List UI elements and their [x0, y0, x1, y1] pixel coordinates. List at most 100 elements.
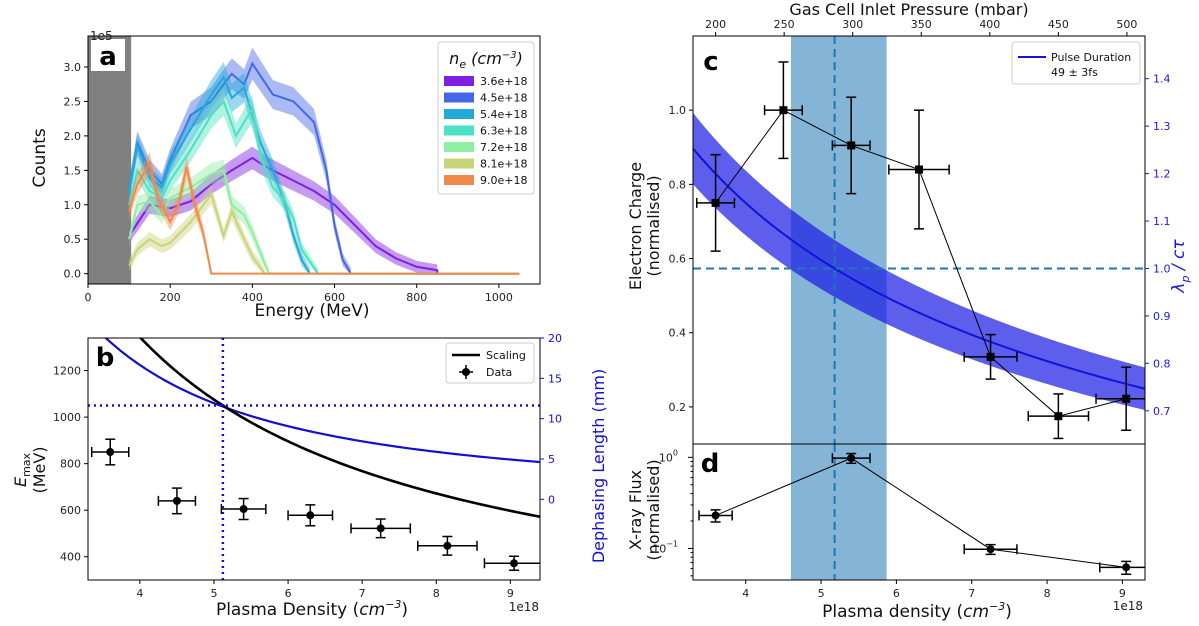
pulse-duration-band: [693, 112, 1145, 411]
legend-swatch-3.6e+18: [444, 76, 474, 86]
panel-c-top-label: Gas Cell Inlet Pressure (mbar): [789, 0, 1028, 19]
panel-d-plot: [698, 452, 1145, 576]
panel-b-ytick-label: 400: [60, 551, 81, 564]
panel-a-xtick-label: 200: [160, 291, 181, 304]
panel-c-y2tick-label: 1.2: [1153, 168, 1171, 181]
panel-a-xtick-label: 800: [406, 291, 427, 304]
series-line-7.2e+18: [128, 169, 520, 275]
series-line-8.1e+18: [128, 192, 520, 275]
panel-d-frame: [692, 443, 1146, 581]
legend-scaling-label: Scaling: [486, 349, 526, 362]
panel-c-top-tick-label: 500: [1116, 18, 1137, 31]
legend-data-label: Data: [486, 366, 512, 379]
panel-d-scale-label: 1e18: [1113, 599, 1143, 613]
panel-b-ytick-label: 600: [60, 504, 81, 517]
panel-c-top-tick-label: 200: [705, 18, 726, 31]
scaling-curve: [138, 338, 540, 519]
legend-label-9.0e+18: 9.0e+18: [480, 174, 527, 187]
panel-b-ylabel-e: E: [11, 476, 30, 487]
legend-label-3.6e+18: 3.6e+18: [480, 75, 527, 88]
panel-b-y2tick-label: 5: [548, 453, 555, 466]
panel-c: 200 250 300 350 400 450 500 0.2 0.4 0.6 0.8 1.0 0.7 0…: [669, 18, 1171, 445]
panel-a-badge: [91, 39, 125, 71]
legend-pulse-value: 49 ± 3fs: [1051, 66, 1098, 79]
panel-b-plot: [88, 338, 540, 580]
panel-d-xtick-label: 6: [893, 587, 900, 600]
panel-a-ytick-label: 2.0: [64, 130, 82, 143]
legend-swatch-5.4e+18: [444, 109, 474, 119]
legend-box: [1011, 41, 1141, 85]
panel-a-ytick-label: 2.5: [64, 95, 82, 108]
panel-c-y2tick-label: 1.3: [1153, 120, 1171, 133]
series-line-9.0e+18: [128, 160, 520, 275]
panel-a-frame: [87, 35, 541, 285]
xray-point: [986, 545, 995, 554]
charge-point: [1054, 412, 1063, 421]
panel-d-xtick-label: 9: [1119, 587, 1126, 600]
panel-a-scale-label: 1e5: [90, 29, 113, 43]
panel-d-xtick-label: 7: [968, 587, 975, 600]
charge-point: [847, 141, 856, 150]
panel-b-ytick-label: 1000: [53, 411, 81, 424]
panel-c-ytick-label: 0.6: [669, 253, 687, 266]
panel-a-xtick-label: 600: [324, 291, 345, 304]
panel-b-ylabel2: Dephasing Length (mm): [589, 369, 608, 563]
panel-d-letter: d: [701, 449, 720, 479]
legend-swatch-9.0e+18: [444, 175, 474, 185]
panel-c-top-tick-label: 400: [979, 18, 1000, 31]
panel-a-ylabel: Counts: [30, 128, 50, 187]
panel-c-legend: Pulse Duration 49 ± 3fs: [1011, 41, 1141, 85]
charge-point: [986, 352, 995, 361]
panel-b: 4 5 6 7 8 9 400 600 800 1000 1200 0 5 10 15 20 b Scaling D…: [53, 332, 562, 600]
panel-b-ytick-label: 800: [60, 458, 81, 471]
panel-b-ytick-label: 1200: [53, 365, 81, 378]
panel-c-top-tick-label: 250: [774, 18, 795, 31]
legend-label-7.2e+18: 7.2e+18: [480, 141, 527, 154]
panel-a-letter: a: [99, 42, 117, 72]
legend-swatch-8.1e+18: [444, 158, 474, 169]
panel-b-xtick-label: 8: [433, 587, 440, 600]
panel-b-xlabel-text: Plasma Density (: [216, 600, 359, 620]
series-band-5.4e+18: [129, 62, 310, 276]
panel-a-ytick-label: 0.0: [64, 268, 82, 281]
panel-b-xtick-label: 5: [210, 587, 217, 600]
panel-a-xtick-label: 1000: [485, 291, 513, 304]
panel-c-y2tick-label: 1.0: [1153, 262, 1171, 275]
panel-c-ytick-label: 0.4: [669, 327, 687, 340]
panel-c-top-tick-label: 350: [911, 18, 932, 31]
xray-point: [711, 511, 720, 520]
series-band-3.6e+18: [129, 146, 438, 276]
legend-swatch-4.5e+18: [444, 92, 474, 103]
panel-c-top-tick-label: 450: [1048, 18, 1069, 31]
dephasing-curve: [104, 338, 540, 464]
panel-d-xlabel-text: Plasma density (: [822, 602, 963, 622]
panel-c-y2tick-label: 0.9: [1153, 310, 1171, 323]
panel-b-scale-label: 1e18: [509, 600, 539, 614]
panel-b-y2tick-label: 15: [548, 372, 562, 385]
svg-text:Emax: Emax: [11, 452, 33, 487]
legend-label-5.4e+18: 5.4e+18: [480, 108, 527, 121]
panel-a-legend: ne (cm−3)3.6e+184.5e+185.4e+186.3e+187.2…: [437, 41, 535, 195]
series-band-6.3e+18: [129, 87, 319, 276]
xray-line: [715, 457, 1127, 568]
charge-point: [779, 106, 788, 115]
panel-b-y2tick-label: 10: [548, 413, 562, 426]
charge-point: [711, 198, 720, 207]
panel-b-letter: b: [96, 343, 115, 373]
panel-c-y2tick-label: 0.8: [1153, 357, 1171, 370]
data-point: [106, 448, 115, 457]
panel-c-ytick-label: 0.2: [669, 401, 687, 414]
panel-b-ylabel: Emax (MeV): [11, 446, 49, 493]
charge-point: [1122, 394, 1131, 403]
panel-c-ytick-label: 1.0: [669, 104, 687, 117]
legend-label-4.5e+18: 4.5e+18: [480, 92, 527, 105]
legend-swatch-6.3e+18: [444, 125, 474, 136]
panel-d-xtick-label: 5: [818, 587, 825, 600]
legend-pulse-label: Pulse Duration: [1051, 51, 1131, 64]
panel-c-ylabel-line1: Electron Charge: [626, 162, 645, 290]
data-point: [443, 541, 452, 550]
series-line-4.5e+18: [128, 61, 520, 275]
